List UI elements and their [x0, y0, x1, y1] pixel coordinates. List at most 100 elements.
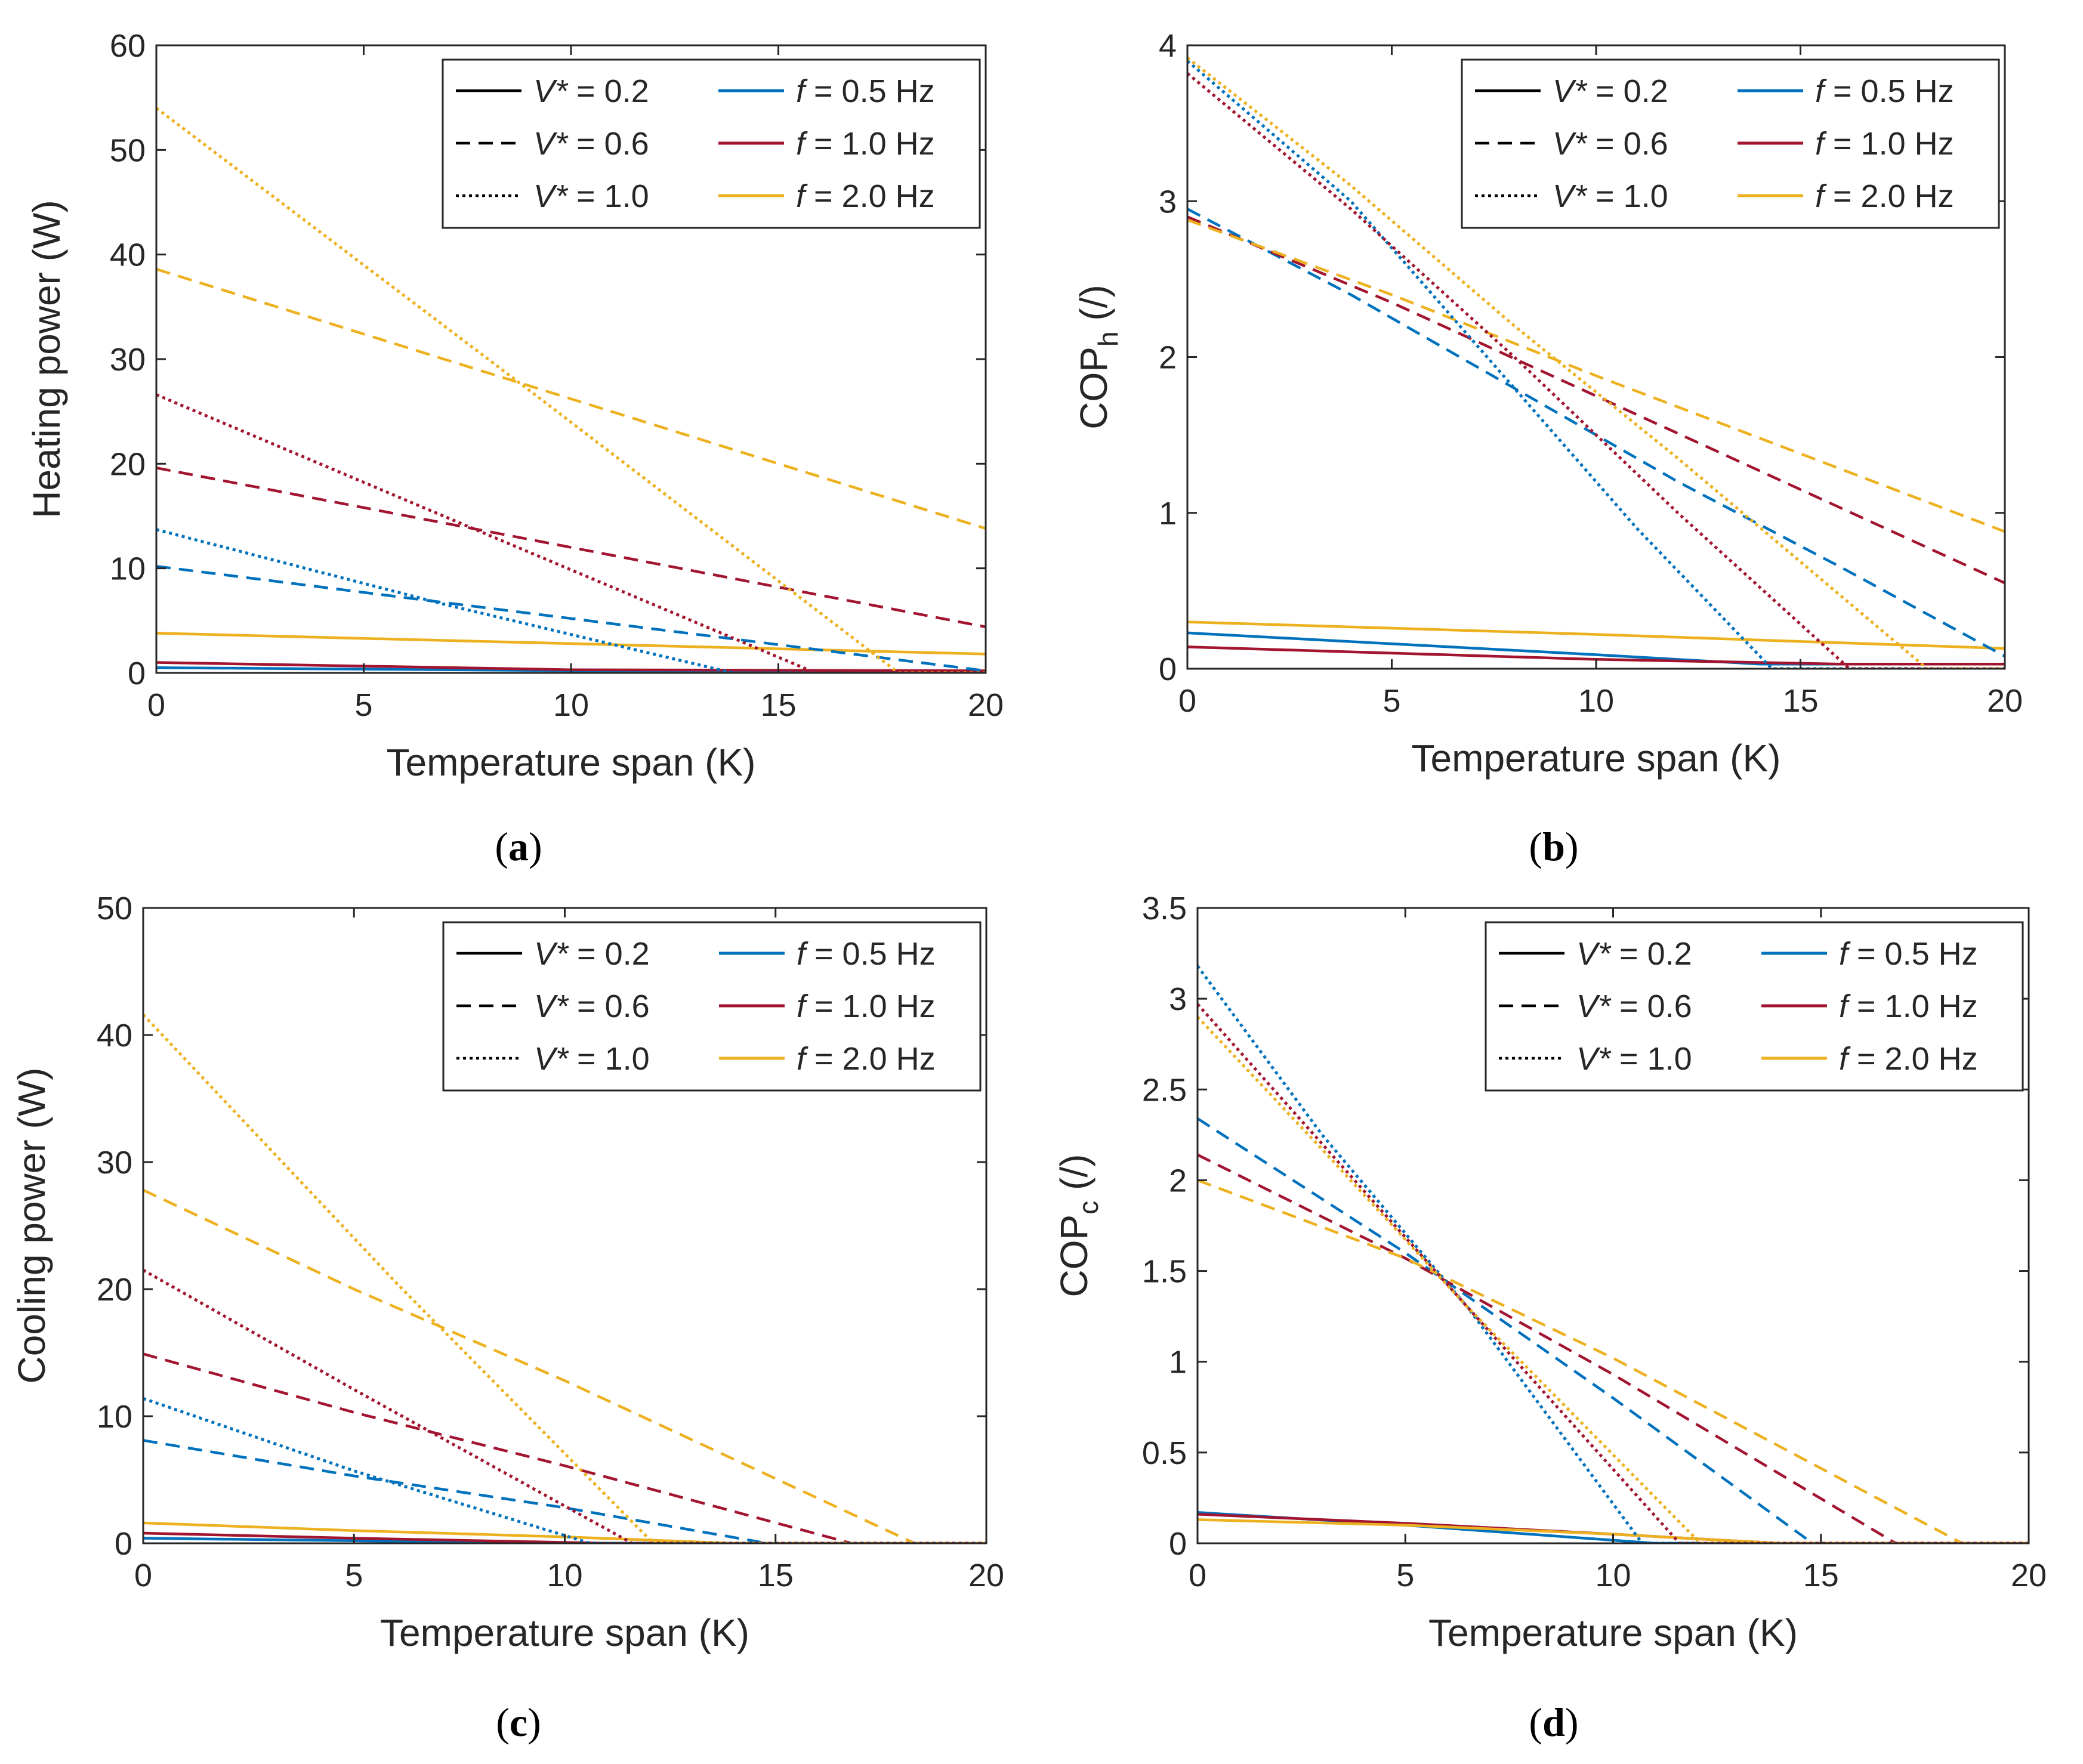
- panel-c: 0 5 10 15 20 0 10 20 30 40 50 Temperature span (K) C…: [10, 891, 1004, 1745]
- y-tick-label: 1.5: [1142, 1254, 1187, 1290]
- legend-label: V* = 1.0: [533, 178, 649, 214]
- x-tick-label: 10: [1595, 1558, 1631, 1593]
- x-axis-label: Temperature span (K): [380, 1611, 749, 1654]
- y-tick-label: 50: [97, 891, 132, 926]
- y-tick-label: 3: [1169, 981, 1187, 1017]
- y-tick-label: 40: [97, 1018, 132, 1054]
- legend-label: V* = 0.6: [533, 126, 649, 162]
- legend-box: [442, 921, 982, 1092]
- series-line-b-8: [1187, 72, 2005, 669]
- x-tick-label: 20: [968, 687, 1004, 723]
- series-line-c-8: [143, 1268, 986, 1543]
- legend-label: V* = 0.2: [1553, 73, 1668, 109]
- series-line-d-6: [1198, 1179, 2029, 1543]
- legend-label: f = 2.0 Hz: [1815, 178, 1954, 214]
- y-tick-label: 0: [1169, 1526, 1187, 1562]
- y-tick-label: 20: [110, 446, 146, 482]
- legend-label: f = 0.5 Hz: [796, 73, 935, 109]
- x-tick-label: 10: [547, 1558, 582, 1593]
- series-line-a-7: [156, 528, 986, 673]
- legend: V* = 0.2 V* = 0.6 V* = 1.0 f = 0.5 Hz f = 1.…: [1485, 921, 2024, 1092]
- series-line-c-7: [143, 1397, 986, 1543]
- legend-label: f = 2.0 Hz: [796, 178, 935, 214]
- legend-label: V* = 0.2: [533, 73, 649, 109]
- x-axis-label: Temperature span (K): [1412, 737, 1781, 780]
- x-tick-label: 15: [1782, 683, 1818, 719]
- series-line-c-9: [143, 1014, 986, 1543]
- x-tick-label: 15: [758, 1558, 794, 1593]
- y-tick-label: 30: [110, 342, 146, 378]
- series-group: [156, 107, 986, 673]
- series-line-c-1: [143, 1537, 986, 1543]
- legend-label: f = 1.0 Hz: [1815, 126, 1954, 162]
- y-tick-label: 20: [97, 1272, 132, 1308]
- y-tick-label: 3.5: [1142, 891, 1187, 926]
- y-tick-label: 10: [110, 551, 146, 587]
- legend-label: V* = 1.0: [1576, 1041, 1692, 1077]
- y-tick-label: 1: [1169, 1345, 1187, 1380]
- legend-label: V* = 0.6: [1576, 988, 1692, 1024]
- x-tick-label: 10: [553, 687, 589, 723]
- y-tick-label: 40: [110, 237, 146, 273]
- series-line-d-8: [1198, 1003, 2029, 1543]
- series-line-d-9: [1198, 1015, 2029, 1543]
- legend-box: [1485, 921, 2024, 1092]
- series-line-b-4: [1187, 208, 2005, 658]
- panel-a: 0 5 10 15 20 0 10 20 30 40 50 60 Temperature span (K…: [25, 28, 1004, 869]
- panel-caption: (a): [495, 824, 542, 869]
- x-tick-label: 20: [1987, 683, 2023, 719]
- legend-label: f = 2.0 Hz: [1839, 1041, 1978, 1077]
- legend-label: f = 0.5 Hz: [1839, 936, 1978, 972]
- y-tick-label: 2: [1169, 1163, 1187, 1198]
- series-line-a-5: [156, 467, 986, 629]
- legend-label: V* = 0.6: [534, 988, 650, 1024]
- series-line-c-6: [143, 1188, 986, 1543]
- y-axis-label: COPc (/): [1053, 1154, 1104, 1297]
- legend-label: f = 1.0 Hz: [1839, 988, 1978, 1024]
- series-line-c-2: [143, 1531, 986, 1543]
- x-tick-label: 20: [968, 1558, 1004, 1593]
- x-axis-label: Temperature span (K): [1428, 1611, 1798, 1654]
- legend-label: V* = 1.0: [1553, 178, 1668, 214]
- y-tick-label: 0: [128, 656, 146, 691]
- x-tick-label: 0: [147, 687, 165, 723]
- y-tick-label: 0: [115, 1526, 132, 1562]
- y-tick-label: 10: [97, 1399, 132, 1435]
- legend-label: V* = 0.2: [1576, 936, 1692, 972]
- panel-caption: (d): [1529, 1700, 1578, 1745]
- x-tick-label: 5: [345, 1558, 363, 1593]
- y-axis-label: Cooling power (W): [10, 1068, 53, 1384]
- x-tick-label: 15: [1803, 1558, 1839, 1593]
- y-tick-label: 60: [110, 28, 146, 64]
- legend: V* = 0.2 V* = 0.6 V* = 1.0 f = 0.5 Hz f = 1.…: [442, 58, 981, 229]
- y-tick-label: 4: [1159, 28, 1177, 64]
- x-tick-label: 0: [1178, 683, 1196, 719]
- x-tick-label: 10: [1578, 683, 1614, 719]
- series-line-d-5: [1198, 1153, 2029, 1543]
- series-line-b-6: [1187, 218, 2005, 533]
- series-group: [143, 1014, 986, 1543]
- panel-caption: (c): [496, 1700, 541, 1745]
- series-line-b-7: [1187, 60, 2005, 669]
- x-tick-label: 0: [134, 1558, 152, 1593]
- y-axis-label: COPh (/): [1072, 285, 1124, 429]
- x-tick-label: 0: [1189, 1558, 1206, 1593]
- legend-label: f = 2.0 Hz: [797, 1041, 936, 1077]
- series-line-b-5: [1187, 215, 2005, 585]
- legend-label: V* = 0.2: [534, 936, 650, 972]
- x-tick-label: 5: [354, 687, 372, 723]
- y-tick-label: 3: [1159, 184, 1177, 220]
- y-axis-label: Heating power (W): [25, 200, 68, 518]
- legend-label: f = 0.5 Hz: [1815, 73, 1954, 109]
- x-tick-label: 5: [1396, 1558, 1414, 1593]
- legend-label: V* = 0.6: [1553, 126, 1668, 162]
- series-line-a-3: [156, 632, 986, 656]
- legend-label: f = 1.0 Hz: [797, 988, 936, 1024]
- y-tick-label: 30: [97, 1145, 132, 1181]
- series-line-b-9: [1187, 56, 2005, 669]
- x-tick-label: 20: [2011, 1558, 2047, 1593]
- series-line-a-4: [156, 564, 986, 672]
- legend: V* = 0.2 V* = 0.6 V* = 1.0 f = 0.5 Hz f = 1.…: [442, 921, 982, 1092]
- panel-d: 0 5 10 15 20 0 0.5 1 1.5 2 2.5 3 3.5 Temperature span…: [1053, 891, 2047, 1745]
